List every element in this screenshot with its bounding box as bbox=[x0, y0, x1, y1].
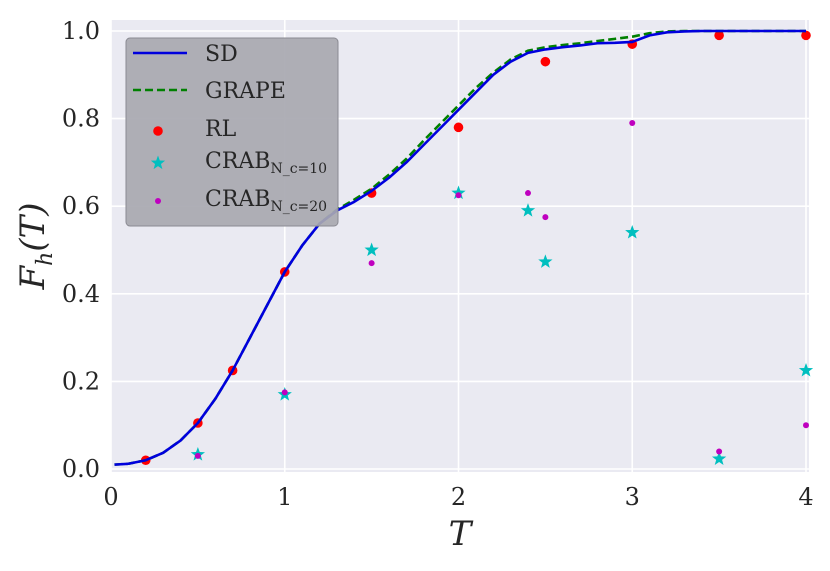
legend-label-0: SD bbox=[205, 42, 238, 67]
data-point-4-4 bbox=[525, 190, 531, 197]
y-axis-label-sub: h bbox=[33, 252, 58, 266]
data-point-3-5 bbox=[538, 254, 553, 268]
legend-handle-2 bbox=[153, 126, 163, 136]
y-axis-label: Fh(T) bbox=[13, 203, 58, 291]
legend-handle-4 bbox=[155, 198, 161, 204]
legend-label-2: RL bbox=[205, 117, 237, 142]
y-tick-label: 0.6 bbox=[62, 192, 100, 220]
data-point-4-0 bbox=[194, 452, 201, 459]
legend-handle-3 bbox=[150, 155, 166, 170]
data-point-2-9 bbox=[801, 30, 811, 41]
x-axis-label: T bbox=[449, 514, 474, 554]
data-point-4-7 bbox=[716, 448, 723, 455]
data-point-4-5 bbox=[542, 214, 549, 221]
series-4 bbox=[194, 119, 809, 459]
data-point-3-4 bbox=[520, 203, 536, 217]
legend-label-1: GRAPE bbox=[205, 79, 286, 104]
data-point-2-5 bbox=[453, 122, 464, 133]
legend-box bbox=[125, 37, 339, 227]
y-tick-label: 0.8 bbox=[62, 105, 100, 133]
data-point-4-8 bbox=[803, 422, 809, 429]
data-point-2-8 bbox=[714, 30, 724, 41]
y-axis-label-main: F bbox=[13, 264, 53, 290]
y-axis-label-arg: (T) bbox=[13, 203, 53, 252]
data-point-2-6 bbox=[540, 56, 551, 67]
y-tick-label: 0.0 bbox=[62, 455, 100, 483]
data-point-3-7 bbox=[711, 451, 727, 465]
y-tick-label: 1.0 bbox=[62, 17, 100, 45]
series-layer bbox=[114, 29, 814, 466]
tick-labels: 0 1 2 3 4 0.0 0.2 0.4 0.6 0.8 1.0 bbox=[62, 17, 814, 511]
x-tick-label: 2 bbox=[451, 483, 466, 511]
data-point-3-6 bbox=[625, 224, 640, 239]
x-tick-label: 4 bbox=[798, 483, 813, 511]
legend-label-4: CRABN_c=20 bbox=[205, 187, 327, 215]
data-point-3-8 bbox=[798, 362, 814, 377]
data-point-4-6 bbox=[629, 119, 636, 126]
x-tick-label: 3 bbox=[625, 483, 640, 511]
data-point-4-3 bbox=[455, 192, 462, 199]
legend: SD GRAPE RL CRABN_c=10 CRABN_c=20 bbox=[125, 37, 339, 227]
x-tick-label: 1 bbox=[277, 483, 292, 511]
data-point-4-2 bbox=[368, 260, 375, 267]
series-0 bbox=[114, 29, 806, 466]
data-point-4-1 bbox=[281, 389, 288, 396]
y-tick-label: 0.2 bbox=[62, 367, 100, 395]
legend-label-3: CRABN_c=10 bbox=[205, 149, 327, 177]
y-tick-label: 0.4 bbox=[62, 280, 100, 308]
series-line-0 bbox=[114, 29, 806, 466]
x-tick-label: 0 bbox=[103, 483, 118, 511]
data-point-3-2 bbox=[364, 242, 379, 257]
